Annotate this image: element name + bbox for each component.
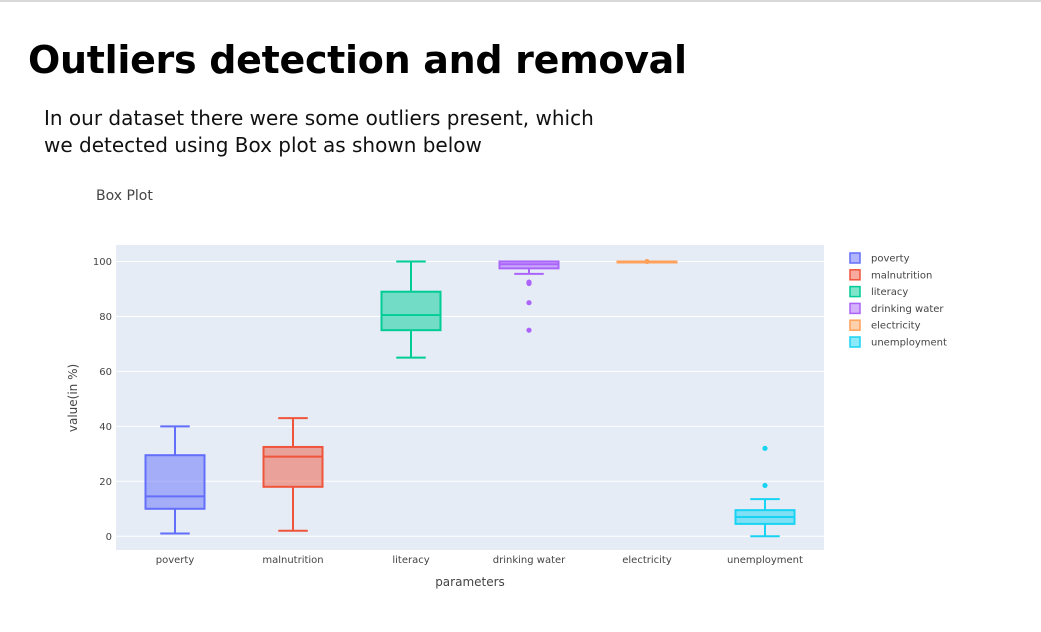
legend-item-drinking-water: drinking water bbox=[849, 302, 944, 315]
legend-item-unemployment: unemployment bbox=[849, 336, 947, 349]
legend-label: unemployment bbox=[871, 338, 947, 349]
legend-item-malnutrition: malnutrition bbox=[849, 269, 932, 281]
legend-item-electricity: electricity bbox=[849, 319, 921, 332]
box-poverty bbox=[144, 425, 206, 535]
x-tick-label: malnutrition bbox=[262, 555, 323, 566]
outlier-point bbox=[762, 482, 768, 489]
box-drinking-water bbox=[498, 260, 560, 333]
y-tick-label: 100 bbox=[93, 257, 112, 268]
outlier-point bbox=[644, 258, 650, 265]
legend-item-poverty: poverty bbox=[849, 252, 910, 265]
legend-label: electricity bbox=[871, 321, 921, 332]
outlier-point bbox=[526, 300, 532, 306]
outlier-point bbox=[762, 445, 768, 451]
x-tick-label: unemployment bbox=[727, 555, 803, 566]
box-unemployment bbox=[734, 445, 796, 538]
legend-swatch bbox=[849, 269, 861, 281]
legend-item-literacy: literacy bbox=[849, 285, 908, 298]
y-tick-label: 20 bbox=[99, 477, 112, 488]
legend-label: literacy bbox=[871, 287, 908, 298]
y-axis-label: value(in %) bbox=[66, 364, 80, 432]
y-tick-label: 40 bbox=[99, 422, 112, 433]
top-border bbox=[0, 0, 1041, 2]
x-axis-label: parameters bbox=[435, 575, 505, 589]
box-iqr bbox=[380, 290, 442, 332]
page-title: Outliers detection and removal bbox=[28, 38, 687, 82]
box-malnutrition bbox=[262, 417, 324, 532]
box-iqr bbox=[144, 454, 206, 510]
outlier-point bbox=[526, 327, 532, 333]
x-tick-label: electricity bbox=[622, 555, 672, 566]
legend-swatch bbox=[849, 336, 861, 348]
box-literacy bbox=[380, 260, 442, 359]
intro-text: In our dataset there were some outliers … bbox=[44, 106, 594, 157]
y-tick-label: 60 bbox=[99, 367, 112, 378]
legend-label: drinking water bbox=[871, 304, 944, 315]
box-iqr bbox=[262, 445, 324, 488]
legend-swatch bbox=[849, 319, 861, 331]
chart-title: Box Plot bbox=[96, 188, 153, 204]
y-tick-label: 80 bbox=[99, 312, 112, 323]
legend-swatch bbox=[849, 302, 861, 315]
legend-swatch bbox=[849, 285, 861, 298]
x-tick-label: literacy bbox=[392, 555, 429, 566]
x-tick-label: poverty bbox=[156, 555, 195, 566]
x-tick-label: drinking water bbox=[493, 555, 566, 566]
outlier-point bbox=[526, 280, 532, 287]
box-plot-chart: Box Plot 0 20 40 60 80 100 poverty malnutritio… bbox=[66, 188, 947, 589]
legend-swatch bbox=[849, 252, 861, 264]
y-tick-label: 0 bbox=[106, 532, 112, 543]
legend-label: malnutrition bbox=[871, 270, 932, 281]
box-electricity bbox=[616, 258, 678, 265]
legend-label: poverty bbox=[871, 254, 910, 265]
plot-area bbox=[116, 245, 824, 550]
